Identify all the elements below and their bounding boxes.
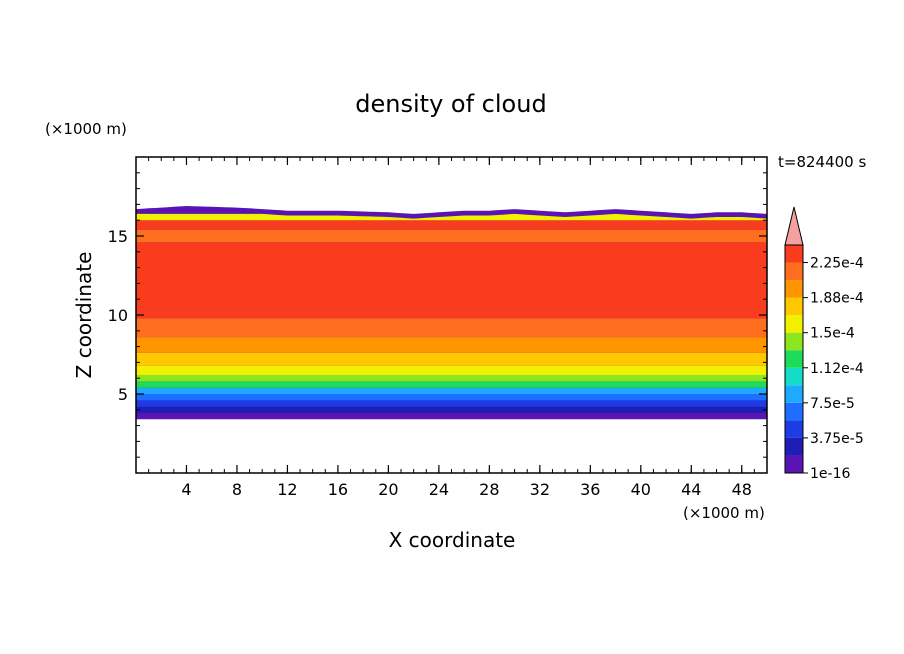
contour-band [136, 352, 767, 366]
colorbar-tick-label: 1.88e-4 [810, 291, 864, 307]
contour-band [136, 318, 767, 338]
colorbar-swatch [785, 455, 803, 473]
colorbar-swatch [785, 437, 803, 456]
contour-band [136, 381, 767, 388]
y-tick-label: 15 [108, 227, 128, 246]
x-tick-label: 16 [328, 480, 348, 499]
contour-band [136, 242, 767, 255]
chart-title: density of cloud [355, 90, 546, 118]
y-unit-label: (×1000 m) [45, 120, 127, 138]
colorbar-swatch [785, 280, 803, 298]
colorbar-tick-label: 3.75e-5 [810, 431, 864, 447]
colorbar-tick-label: 1.5e-4 [810, 326, 855, 342]
colorbar-swatch [785, 385, 803, 403]
x-axis: 4 8 12 16 20 24 28 32 36 40 44 48 [148, 157, 755, 499]
contour-band [136, 255, 767, 319]
time-label: t=824400 s [778, 153, 866, 171]
contour-band [136, 387, 767, 394]
x-tick-label: 8 [232, 480, 242, 499]
x-tick-label: 36 [580, 480, 600, 499]
contour-band [136, 229, 767, 243]
colorbar-swatch [785, 332, 803, 351]
contour-band [136, 400, 767, 407]
cloud-density-field [136, 206, 767, 420]
y-tick-label: 5 [118, 385, 128, 404]
colorbar-tick-label: 7.5e-5 [810, 396, 855, 412]
colorbar-swatch [785, 315, 803, 333]
x-tick-label: 24 [429, 480, 449, 499]
colorbar-tick-label: 2.25e-4 [810, 256, 864, 272]
contour-band [136, 375, 767, 382]
contour-band [136, 365, 767, 375]
x-tick-label: 28 [479, 480, 499, 499]
colorbar-tick-label: 1e-16 [810, 466, 850, 482]
colorbar-swatch [785, 245, 803, 263]
colorbar-swatch [785, 350, 803, 368]
contour-band [136, 406, 767, 413]
colorbar-frame [784, 244, 804, 474]
contour-band [136, 213, 767, 221]
y-axis: 5 10 15 [108, 172, 767, 458]
y-tick-label: 10 [108, 306, 128, 325]
colorbar-swatch [785, 402, 803, 421]
y-axis-title: Z coordinate [72, 252, 96, 379]
x-unit-label: (×1000 m) [683, 504, 765, 522]
contour-band [136, 337, 767, 353]
x-tick-label: 4 [181, 480, 191, 499]
colorbar-swatch [785, 367, 803, 386]
x-tick-label: 44 [681, 480, 701, 499]
contour-band [136, 394, 767, 401]
colorbar-swatch [785, 262, 803, 281]
x-tick-label: 32 [530, 480, 550, 499]
colorbar-extend-arrow [784, 206, 804, 246]
x-tick-label: 12 [277, 480, 297, 499]
x-tick-label: 48 [732, 480, 752, 499]
colorbar: 1e-16 3.75e-5 7.5e-5 1.12e-4 1.5e-4 1.88e-4 2.… [784, 206, 864, 482]
colorbar-swatch [785, 420, 803, 438]
colorbar-swatch [785, 297, 803, 316]
contour-band [136, 220, 767, 230]
x-axis-title: X coordinate [389, 528, 516, 552]
x-tick-label: 20 [378, 480, 398, 499]
colorbar-tick-label: 1.12e-4 [810, 361, 864, 377]
x-tick-label: 40 [631, 480, 651, 499]
